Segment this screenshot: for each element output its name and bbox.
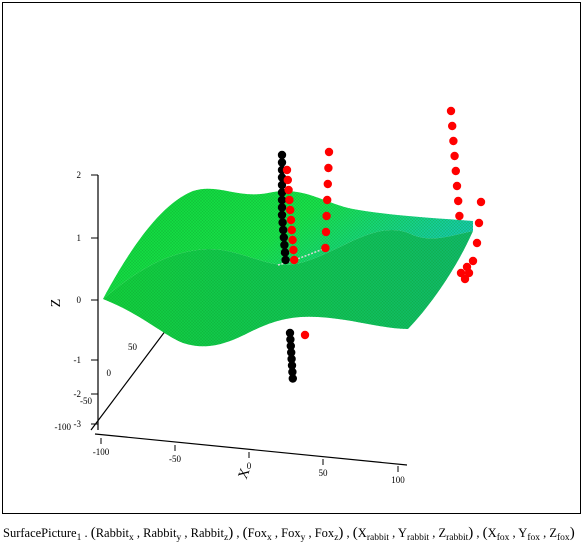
fox-point — [323, 196, 331, 204]
z-axis-label: Z — [49, 299, 64, 308]
fox-point — [473, 239, 481, 247]
rabbit-point — [278, 211, 286, 219]
rabbit-point — [278, 203, 286, 211]
rabbit-point — [279, 226, 287, 234]
fox-point — [289, 246, 297, 254]
y-tick-label: 50 — [128, 342, 138, 352]
x-tick-label: 100 — [391, 475, 405, 485]
fox-point — [477, 198, 485, 206]
fox-point — [448, 122, 456, 130]
fox-point — [321, 244, 329, 252]
rabbit-point — [280, 241, 288, 249]
fox-point — [284, 176, 292, 184]
fox-point — [463, 263, 471, 271]
fox-point — [290, 256, 298, 264]
x-tick-label: -50 — [169, 454, 181, 464]
fox-point — [286, 206, 294, 214]
rabbit-point — [278, 196, 286, 204]
fox-point — [288, 236, 296, 244]
x-tick-label: -100 — [93, 447, 110, 457]
z-tick-label: 0 — [77, 295, 82, 305]
fox-point — [325, 148, 333, 156]
fox-point — [449, 137, 457, 145]
rabbit-point — [278, 151, 286, 159]
z-tick-label: -3 — [74, 419, 82, 429]
fox-point — [301, 331, 309, 339]
fox-point — [447, 107, 455, 115]
z-tick-label: 1 — [77, 233, 82, 243]
z-tick-label: 2 — [77, 170, 82, 180]
caption-function-name: SurfacePicture1 — [3, 526, 81, 540]
fox-point — [455, 212, 463, 220]
rabbit-point — [278, 218, 286, 226]
fox-point — [475, 219, 483, 227]
fox-point — [453, 182, 461, 190]
fox-point — [285, 196, 293, 204]
rabbit-point — [281, 248, 289, 256]
rabbit-point — [280, 233, 288, 241]
y-axis-line — [91, 318, 175, 430]
rabbit-point — [278, 158, 286, 166]
fox-point — [284, 186, 292, 194]
rabbit-point — [281, 256, 289, 264]
fox-point — [450, 152, 458, 160]
fox-point — [287, 216, 295, 224]
y-tick-label: 0 — [107, 368, 112, 378]
fox-point — [324, 164, 332, 172]
fox-point — [322, 228, 330, 236]
fox-point — [452, 167, 460, 175]
y-tick-label: -50 — [80, 396, 92, 406]
fox-point — [469, 257, 477, 265]
rabbit-point — [289, 374, 297, 382]
fox-point — [288, 226, 296, 234]
y-tick-label: -100 — [55, 422, 72, 432]
fox-point — [457, 269, 465, 277]
z-tick-label: -1 — [74, 355, 82, 365]
fox-point — [324, 180, 332, 188]
x-tick-label: 50 — [319, 468, 329, 478]
fox-point — [454, 197, 462, 205]
fox-point — [283, 166, 291, 174]
fox-point — [322, 212, 330, 220]
caption-expression: SurfacePicture1 . (Rabbitx , Rabbity , R… — [3, 525, 583, 543]
